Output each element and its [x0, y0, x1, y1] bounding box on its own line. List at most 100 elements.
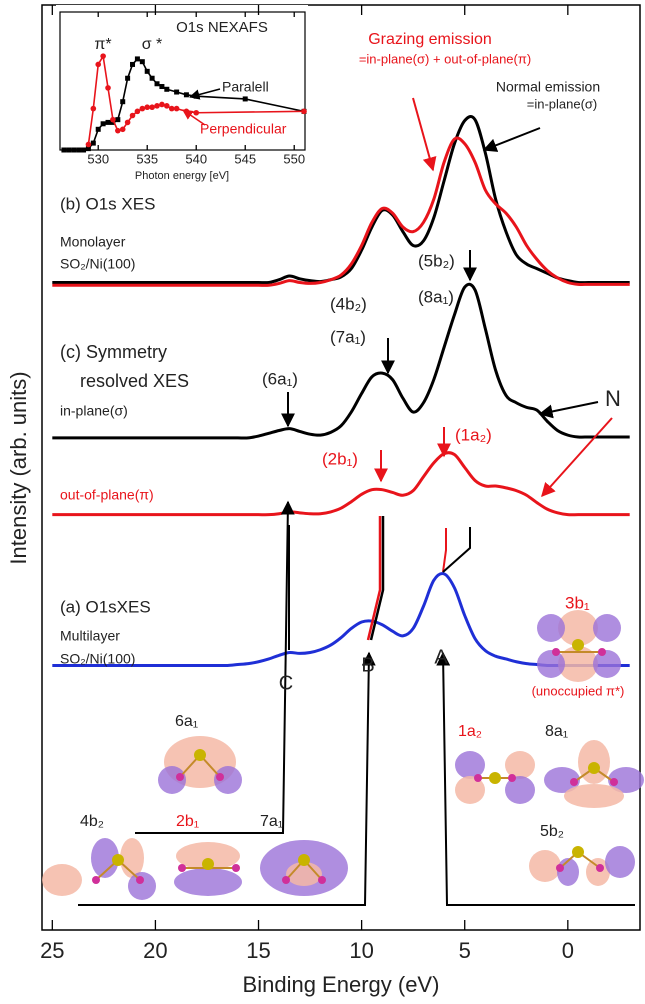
marker	[96, 127, 101, 132]
annotation: 6a₁	[175, 713, 198, 730]
marker	[193, 110, 199, 116]
x-axis-title: Binding Energy (eV)	[243, 972, 440, 997]
marker	[140, 106, 146, 112]
marker	[76, 148, 81, 153]
inset-x-axis-title: Photon energy [eV]	[135, 170, 229, 182]
marker	[184, 92, 189, 97]
x-tick-label: 15	[246, 938, 270, 963]
series-label: out-of-plane(π)	[60, 487, 154, 503]
x-tick-label: 550	[283, 151, 305, 166]
series-label: in-plane(σ)	[60, 403, 128, 419]
annotation: (unoccupied π*)	[532, 683, 625, 698]
annotation: SO₂/Ni(100)	[60, 651, 135, 667]
annotation: 2b₁	[176, 813, 199, 830]
annotation: B	[361, 654, 374, 676]
marker	[169, 106, 175, 112]
annotation: (2b₁)	[322, 449, 358, 468]
x-tick-label: 0	[562, 938, 574, 963]
marker	[174, 106, 180, 112]
annotation: (c) Symmetry	[60, 342, 167, 362]
orbital-4b2	[42, 838, 156, 900]
annotation: (8a₁)	[418, 287, 454, 306]
x-tick-label: 535	[136, 151, 158, 166]
annotation: 5b₂	[540, 823, 564, 840]
x-tick-label: 530	[87, 151, 109, 166]
annotation: (4b₂)	[330, 294, 367, 313]
marker	[301, 109, 307, 115]
series-label: Perpendicular	[200, 121, 287, 137]
orbital-8a1	[544, 740, 644, 808]
marker	[120, 127, 126, 133]
annotation: A	[434, 646, 448, 668]
marker	[164, 87, 169, 92]
x-tick-label: 25	[40, 938, 64, 963]
marker	[91, 141, 96, 146]
marker	[145, 69, 150, 74]
marker	[71, 148, 76, 153]
orbital-5b2	[529, 846, 635, 886]
marker	[243, 96, 248, 101]
marker	[91, 106, 97, 112]
marker	[149, 104, 155, 110]
marker	[105, 85, 111, 91]
marker	[125, 120, 131, 126]
marker	[66, 148, 71, 153]
annotation: 4b₂	[80, 813, 104, 830]
inset-title: O1s NEXAFS	[176, 19, 268, 36]
x-tick-label: 20	[143, 938, 167, 963]
series-label: Paralell	[222, 79, 269, 95]
marker	[120, 99, 125, 104]
series-label: Grazing emission	[368, 31, 492, 48]
marker	[95, 62, 101, 68]
marker	[130, 62, 135, 67]
annotation: (5b₂)	[418, 251, 455, 270]
marker	[106, 120, 111, 125]
annotation: σ *	[142, 36, 163, 53]
marker	[100, 53, 106, 59]
marker	[155, 81, 160, 86]
marker	[135, 56, 140, 61]
marker	[174, 90, 179, 95]
marker	[61, 148, 66, 153]
annotation: =in-plane(σ)	[527, 96, 598, 111]
x-tick-label: 540	[185, 151, 207, 166]
annotation: SO₂/Ni(100)	[60, 256, 135, 272]
orbital-6a1	[158, 736, 242, 794]
x-tick-label: 10	[349, 938, 373, 963]
marker	[81, 148, 86, 153]
marker	[144, 104, 150, 110]
annotation: (1a₂)	[455, 425, 492, 444]
annotation: N	[605, 386, 621, 411]
annotation: (b) O1s XES	[60, 194, 155, 213]
series-label: (a) O1sXES	[60, 597, 151, 616]
marker	[159, 102, 165, 108]
annotation: 7a₁	[260, 813, 283, 830]
annotation: Monolayer	[60, 234, 126, 250]
marker	[150, 76, 155, 81]
x-tick-label: 545	[234, 151, 256, 166]
figure: Grazing emission =in-plane(σ) + out-of-p…	[0, 0, 645, 1004]
marker	[86, 142, 92, 148]
annotation: 3b₁	[565, 593, 590, 612]
annotation: C	[279, 672, 293, 694]
x-tick-label: 5	[459, 938, 471, 963]
orbital-1a2	[455, 751, 535, 804]
marker	[101, 121, 106, 126]
marker	[115, 117, 120, 122]
annotation: (7a₁)	[330, 327, 366, 346]
series-label: Normal emission	[496, 79, 600, 95]
annotation: 1a₂	[458, 723, 482, 740]
annotation: 8a₁	[545, 723, 568, 740]
orbital-7a1	[260, 840, 348, 896]
marker	[140, 59, 145, 64]
annotation: π*	[94, 36, 111, 53]
orbital-2b1	[174, 842, 242, 896]
marker	[154, 103, 160, 109]
marker	[125, 76, 130, 81]
marker	[110, 117, 116, 123]
annotation: resolved XES	[80, 371, 189, 391]
marker	[130, 113, 136, 119]
annotation: Multilayer	[60, 628, 120, 644]
marker	[135, 109, 141, 115]
marker	[115, 128, 121, 134]
